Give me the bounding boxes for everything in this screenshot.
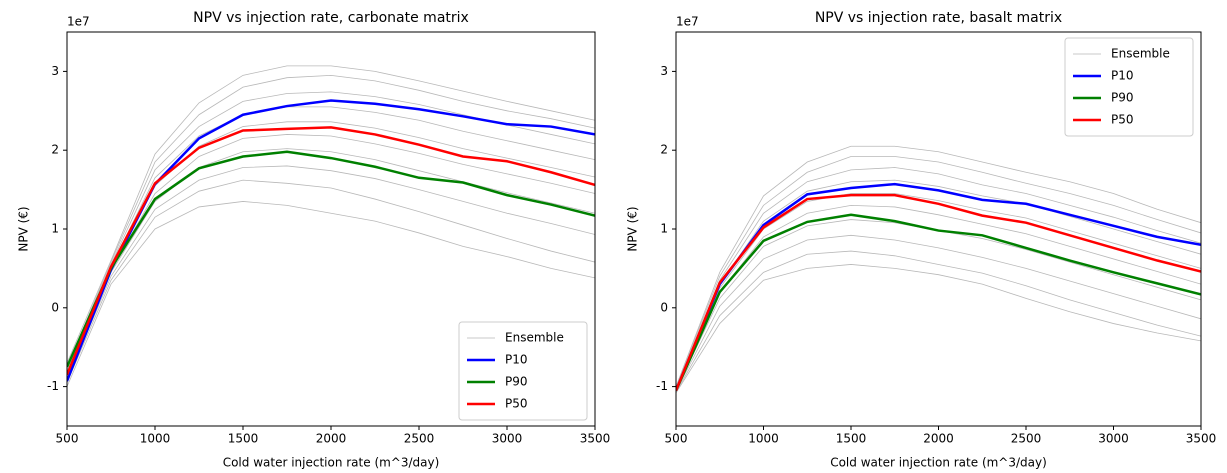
legend-label: P90: [505, 375, 528, 389]
x-axis-label: Cold water injection rate (m^3/day): [830, 456, 1047, 470]
y-tick-label: 0: [51, 300, 59, 314]
ensemble-line: [67, 65, 595, 364]
ensemble-line: [67, 201, 595, 387]
legend-box: [458, 321, 588, 421]
y-tick-label: 2: [51, 143, 59, 157]
y-offset-label: 1e7: [67, 15, 90, 29]
y-axis-label: NPV (€): [626, 206, 640, 251]
x-tick-label: 1500: [836, 432, 867, 446]
x-tick-label: 3000: [1098, 432, 1129, 446]
y-tick-label: -1: [656, 379, 668, 393]
ensemble-line: [676, 156, 1201, 387]
ensemble-line: [676, 204, 1201, 391]
x-tick-label: 500: [56, 432, 79, 446]
series-line: [67, 126, 595, 376]
y-tick-label: 1: [51, 222, 59, 236]
ensemble-line: [676, 264, 1201, 394]
x-tick-label: 2500: [1011, 432, 1042, 446]
series-line: [676, 213, 1201, 392]
ensemble-line: [676, 179, 1201, 390]
x-tick-label: 3500: [580, 432, 611, 446]
ensemble-line: [67, 179, 595, 383]
x-tick-label: 500: [665, 432, 688, 446]
legend-label: Ensemble: [1111, 47, 1170, 61]
ensemble-line: [67, 134, 595, 378]
subplot: 500 1000 1500 2000 2500 3000 3500 -1 0 1 2 3 1e7 NPV …: [17, 10, 611, 470]
plot-area: [676, 145, 1201, 394]
x-tick-label: 2500: [404, 432, 435, 446]
legend-label: Ensemble: [505, 331, 564, 345]
legend-label: P50: [505, 397, 528, 411]
legend-box: [1064, 37, 1194, 137]
plot-area: [67, 65, 595, 387]
subplot: 500 1000 1500 2000 2500 3000 3500 -1 0 1 2 3 1e7 NPV …: [626, 10, 1217, 470]
x-axis-label: Cold water injection rate (m^3/day): [223, 456, 440, 470]
ensemble-line: [67, 148, 595, 379]
x-tick-label: 2000: [923, 432, 954, 446]
ensemble-line: [676, 193, 1201, 390]
ensemble-line: [676, 167, 1201, 389]
x-tick-label: 1000: [140, 432, 171, 446]
chart-title: NPV vs injection rate, basalt matrix: [815, 10, 1062, 26]
x-tick-label: 1000: [748, 432, 779, 446]
ensemble-line: [676, 250, 1201, 393]
ensemble-line: [676, 234, 1201, 392]
y-tick-label: -1: [47, 379, 59, 393]
ensemble-line: [676, 145, 1201, 387]
chart-title: NPV vs injection rate, carbonate matrix: [193, 10, 469, 26]
y-tick-label: 2: [660, 143, 668, 157]
x-tick-label: 2000: [316, 432, 347, 446]
ensemble-line: [67, 165, 595, 381]
ensemble-line: [676, 219, 1201, 391]
legend: Ensemble P10 P90 P50: [1064, 37, 1194, 137]
series-line: [676, 193, 1201, 392]
ensemble-line: [67, 74, 595, 368]
legend-label: P90: [1111, 91, 1134, 105]
ensemble-line: [67, 106, 595, 373]
x-tick-label: 3500: [1186, 432, 1217, 446]
y-tick-label: 1: [660, 222, 668, 236]
y-tick-label: 0: [660, 300, 668, 314]
y-tick-label: 3: [51, 64, 59, 78]
series-line: [676, 182, 1201, 392]
legend-label: P50: [1111, 113, 1134, 127]
legend-label: P10: [505, 353, 528, 367]
x-tick-label: 3000: [492, 432, 523, 446]
series-line: [67, 150, 595, 368]
x-tick-label: 1500: [228, 432, 259, 446]
y-tick-label: 3: [660, 64, 668, 78]
y-offset-label: 1e7: [676, 15, 699, 29]
legend: Ensemble P10 P90 P50: [458, 321, 588, 421]
legend-label: P10: [1111, 69, 1134, 83]
y-axis-label: NPV (€): [17, 206, 31, 251]
